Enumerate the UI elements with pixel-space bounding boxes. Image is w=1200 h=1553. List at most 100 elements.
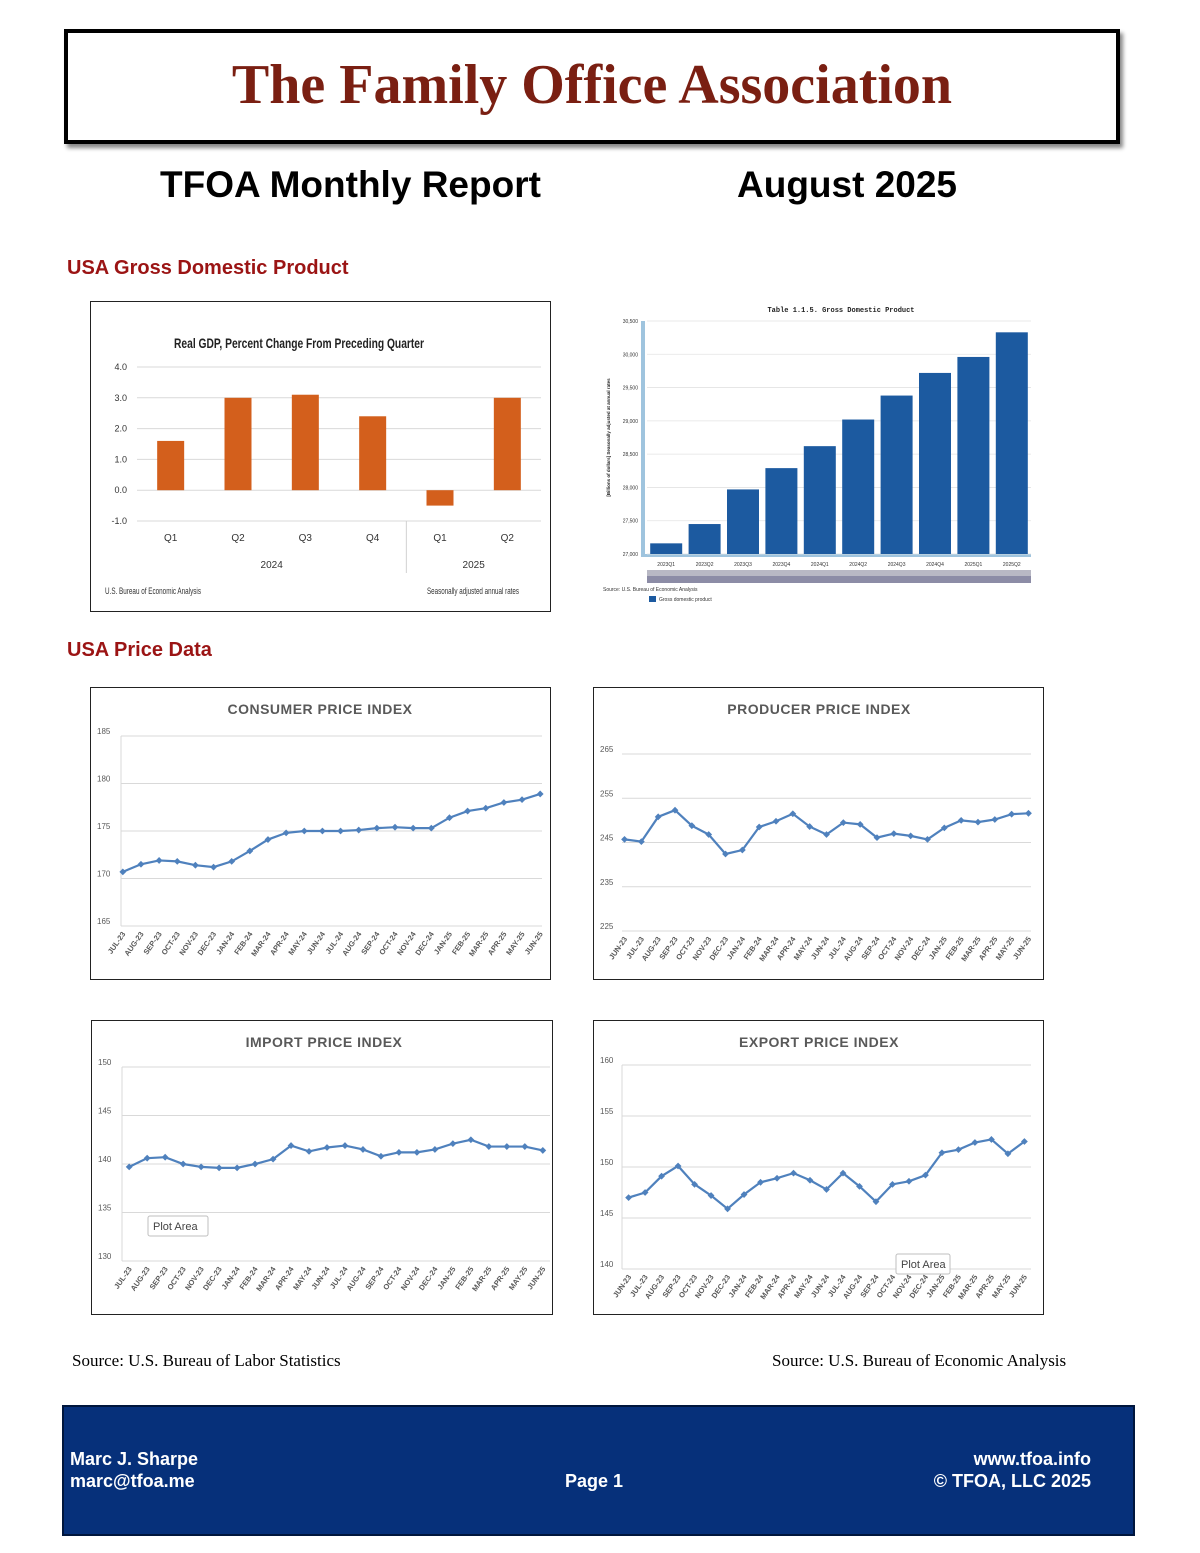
- import-price-chart-frame: IMPORT PRICE INDEX 150 145 140 135 130 JUL-23 A…: [91, 1020, 553, 1315]
- plot-area-tooltip: Plot Area: [153, 1221, 199, 1233]
- data-point: [806, 823, 814, 830]
- bar: [803, 446, 836, 554]
- y-tick-label: 160: [600, 1056, 614, 1065]
- data-point: [905, 1177, 913, 1185]
- data-point: [323, 1144, 331, 1151]
- data-point: [521, 1143, 529, 1150]
- data-point: [1004, 1150, 1012, 1158]
- y-tick-label: 29,500: [623, 386, 639, 392]
- x-tick-label: 2023Q3: [734, 562, 752, 568]
- bar: [688, 524, 721, 554]
- source-right: Source: U.S. Bureau of Economic Analysis: [772, 1351, 1067, 1370]
- footer-website[interactable]: www.tfoa.info: [973, 1449, 1091, 1469]
- series-line: [128, 1138, 544, 1169]
- bar: [995, 332, 1028, 554]
- y-tick-label: 145: [98, 1107, 112, 1116]
- y-tick-label: 145: [600, 1209, 614, 1218]
- plot-area-tooltip: Plot Area: [901, 1259, 947, 1271]
- y-tick-label: 3.0: [114, 393, 127, 403]
- x-tick-label: 2023Q2: [696, 562, 714, 568]
- footer-bar: Marc J. Sharpe marc@tfoa.me Page 1 www.t…: [62, 1405, 1135, 1536]
- bar: [493, 397, 521, 491]
- footer-name: Marc J. Sharpe: [70, 1449, 199, 1469]
- y-tick-label: 185: [97, 727, 111, 736]
- report-date: August 2025: [737, 164, 958, 205]
- y-axis-bar: [641, 321, 645, 556]
- x-tick-label: Q1: [164, 533, 178, 544]
- data-point: [671, 806, 679, 814]
- y-tick-label: 30,000: [623, 352, 639, 358]
- data-point: [974, 818, 982, 826]
- y-tick-label: -1.0: [111, 516, 127, 526]
- series-line: [122, 792, 541, 873]
- data-point: [215, 1164, 223, 1172]
- data-point: [872, 1198, 880, 1206]
- chart-title: Real GDP, Percent Change From Preceding …: [174, 335, 424, 351]
- plot-area-tooltip-box: [895, 1253, 951, 1275]
- plot-area-tooltip-box: [147, 1215, 209, 1237]
- y-tick-label: 27,500: [623, 519, 639, 525]
- data-point: [482, 804, 490, 812]
- data-point: [688, 822, 696, 830]
- y-tick-label: 265: [600, 745, 614, 754]
- data-point: [722, 850, 729, 858]
- x-tick-label: Q4: [366, 533, 380, 544]
- bar: [919, 372, 951, 554]
- gdp-level-chart-frame: Table 1.1.5. Gross Domestic Product 30,50…: [595, 300, 1041, 612]
- x-tick-label: Q3: [299, 533, 313, 544]
- data-point: [373, 824, 381, 832]
- report-title: TFOA Monthly Report: [160, 164, 541, 205]
- data-point: [485, 1143, 493, 1150]
- real-gdp-chart-frame: Real GDP, Percent Change From Preceding …: [90, 301, 551, 612]
- data-point: [740, 1191, 748, 1198]
- data-point: [409, 824, 417, 832]
- data-point: [621, 836, 628, 843]
- bar: [880, 395, 913, 554]
- data-point: [319, 827, 326, 835]
- x-tick-label: DEC-23: [201, 1265, 224, 1292]
- y-tick-label: 235: [600, 878, 614, 887]
- x-tick-label: JUN-24: [309, 1264, 332, 1291]
- x-tick-label: 2023Q4: [773, 562, 791, 568]
- y-tick-label: 165: [97, 917, 111, 926]
- legend-swatch: [649, 596, 656, 602]
- data-point: [125, 1163, 133, 1171]
- y-tick-label: 1.0: [114, 454, 127, 464]
- chart-title: IMPORT PRICE INDEX: [246, 1034, 403, 1050]
- series-line: [628, 1138, 1026, 1211]
- footer-email[interactable]: marc@tfoa.me: [70, 1471, 195, 1491]
- data-point: [305, 1147, 313, 1155]
- x-tick-label: Q2: [231, 533, 245, 544]
- x-tick-label: 2025Q2: [1003, 562, 1021, 568]
- data-point: [907, 832, 915, 840]
- y-tick-label: 225: [600, 922, 614, 931]
- x-tick-label: DEC-23: [196, 930, 219, 957]
- y-tick-label: 4.0: [114, 362, 127, 372]
- y-tick-label: 28,000: [623, 485, 639, 491]
- y-tick-label: 130: [98, 1252, 112, 1261]
- x-tick-label: Q1: [433, 533, 447, 544]
- chart-title: CONSUMER PRICE INDEX: [227, 701, 412, 717]
- x-group-label: 2025: [463, 560, 486, 571]
- data-point: [341, 1142, 349, 1149]
- data-point: [940, 824, 948, 832]
- data-point: [413, 1148, 421, 1156]
- data-point: [427, 824, 435, 832]
- data-point: [246, 847, 254, 855]
- bar: [426, 490, 454, 506]
- y-tick-label: 150: [600, 1158, 614, 1167]
- data-point: [377, 1152, 385, 1160]
- cpi-chart-frame: CONSUMER PRICE INDEX 185 180 175 170 165 JUL-2…: [90, 687, 551, 980]
- chart-title: EXPORT PRICE INDEX: [739, 1034, 899, 1050]
- org-name: The Family Office Association: [231, 54, 953, 116]
- data-point: [772, 817, 780, 825]
- y-tick-label: 170: [97, 870, 111, 879]
- data-point: [228, 858, 236, 865]
- data-point: [449, 1140, 457, 1148]
- y-tick-label: 135: [98, 1204, 112, 1213]
- data-point: [773, 1174, 781, 1182]
- bar: [359, 416, 387, 491]
- y-tick-label: 0.0: [114, 485, 127, 495]
- data-point: [503, 1143, 511, 1150]
- data-point: [446, 814, 453, 822]
